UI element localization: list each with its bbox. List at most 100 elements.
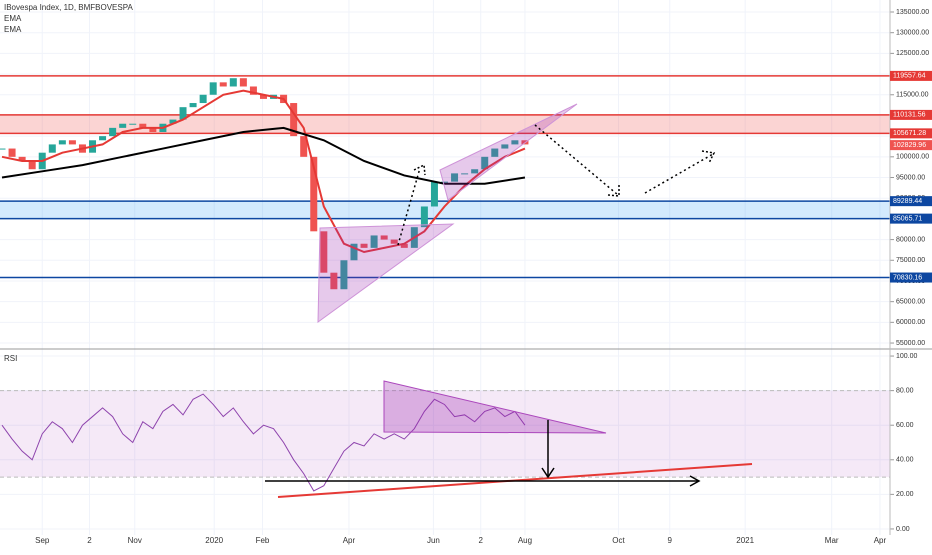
level-label: 119557.64 (893, 73, 926, 80)
chart-title: IBovespa Index, 1D, BMFBOVESPA (4, 3, 133, 12)
candle (300, 136, 308, 157)
candle (229, 78, 237, 87)
x-tick-label: Oct (612, 536, 625, 545)
x-tick-label: 2 (87, 536, 92, 545)
level-label-box (890, 140, 932, 151)
y-tick-label: 20.00 (896, 491, 914, 498)
dotted-arrow (397, 167, 421, 246)
candle (451, 173, 459, 182)
y-tick-label: 135000.00 (896, 9, 929, 16)
x-tick-label: 2021 (736, 536, 754, 545)
candle (8, 148, 16, 157)
candle (209, 82, 217, 95)
arrow-head (689, 475, 701, 487)
candle (471, 169, 479, 174)
candle (290, 103, 298, 137)
candle (360, 243, 368, 248)
y-tick-label: 100.00 (896, 353, 918, 360)
candle (310, 156, 318, 232)
level-label: 85065.71 (893, 215, 922, 222)
x-tick-label: 2 (478, 536, 483, 545)
triangle (317, 223, 455, 323)
y-tick-label: 40.00 (896, 457, 914, 464)
y-tick-label: 115000.00 (896, 92, 929, 99)
arrow-head (701, 150, 716, 164)
zone (0, 201, 890, 219)
candle (129, 123, 137, 125)
candle (99, 136, 107, 141)
y-tick-label: 75000.00 (896, 257, 925, 264)
ema-line (1, 126, 526, 185)
candle (400, 243, 408, 248)
rsi-line (1, 393, 526, 492)
candle (249, 86, 257, 95)
candle (511, 140, 519, 145)
level-label-box (890, 196, 932, 207)
candle (259, 94, 267, 99)
candle (149, 127, 157, 132)
dotted-arrow (534, 124, 619, 196)
candle (28, 160, 36, 170)
ema-line (1, 89, 526, 254)
y-tick-label: 0.00 (896, 526, 910, 533)
candle (491, 148, 499, 157)
legend-entry: EMA (4, 14, 22, 23)
level-label-box (890, 213, 932, 224)
dotted-arrow (644, 153, 714, 194)
level-label: 102829.96 (893, 142, 926, 149)
candle (0, 148, 6, 150)
x-tick-label: 9 (668, 536, 673, 545)
candle (199, 94, 207, 104)
candle (380, 235, 388, 240)
y-tick-label: 60.00 (896, 422, 914, 429)
x-tick-label: Mar (825, 536, 839, 545)
y-tick-label: 130000.00 (896, 30, 929, 37)
candle (48, 144, 56, 153)
level-label-box (890, 109, 932, 120)
candle (481, 156, 489, 170)
x-tick-label: Jun (427, 536, 440, 545)
candle (179, 107, 187, 120)
y-tick-label: 125000.00 (896, 50, 929, 57)
legend-entry: EMA (4, 25, 22, 34)
y-tick-label: 100000.00 (896, 154, 929, 161)
x-tick-label: Nov (128, 536, 142, 545)
y-tick-label: 60000.00 (896, 319, 925, 326)
candle (219, 82, 227, 87)
x-tick-label: Aug (518, 536, 532, 545)
y-tick-label: 80.00 (896, 387, 914, 394)
candle (320, 231, 328, 273)
candle (350, 243, 358, 261)
y-tick-label: 65000.00 (896, 298, 925, 305)
candle (440, 181, 448, 183)
level-label: 70830.16 (893, 274, 922, 281)
candle (461, 173, 469, 175)
panel-title: RSI (4, 354, 17, 363)
candle (330, 272, 338, 290)
wedge (439, 103, 578, 201)
level-label: 89289.44 (893, 198, 922, 205)
candle (119, 123, 127, 128)
x-tick-label: 2020 (205, 536, 223, 545)
zone (0, 114, 890, 134)
candle (18, 156, 26, 161)
level-label-box (890, 128, 932, 139)
candle (169, 119, 177, 124)
arrow-head (541, 467, 555, 479)
y-tick-label: 55000.00 (896, 340, 925, 347)
candle (189, 103, 197, 108)
x-tick-label: Apr (874, 536, 887, 545)
candle (68, 140, 76, 145)
level-label-box (890, 70, 932, 81)
candle (501, 144, 509, 149)
level-label: 110131.56 (893, 112, 926, 119)
candle (58, 140, 66, 145)
candle (239, 78, 247, 87)
level-label-box (890, 272, 932, 283)
arrow-head (413, 163, 426, 176)
x-tick-label: Apr (343, 536, 356, 545)
rsi-triangle (383, 380, 607, 434)
y-tick-label: 95000.00 (896, 174, 925, 181)
level-label: 105671.28 (893, 130, 926, 137)
